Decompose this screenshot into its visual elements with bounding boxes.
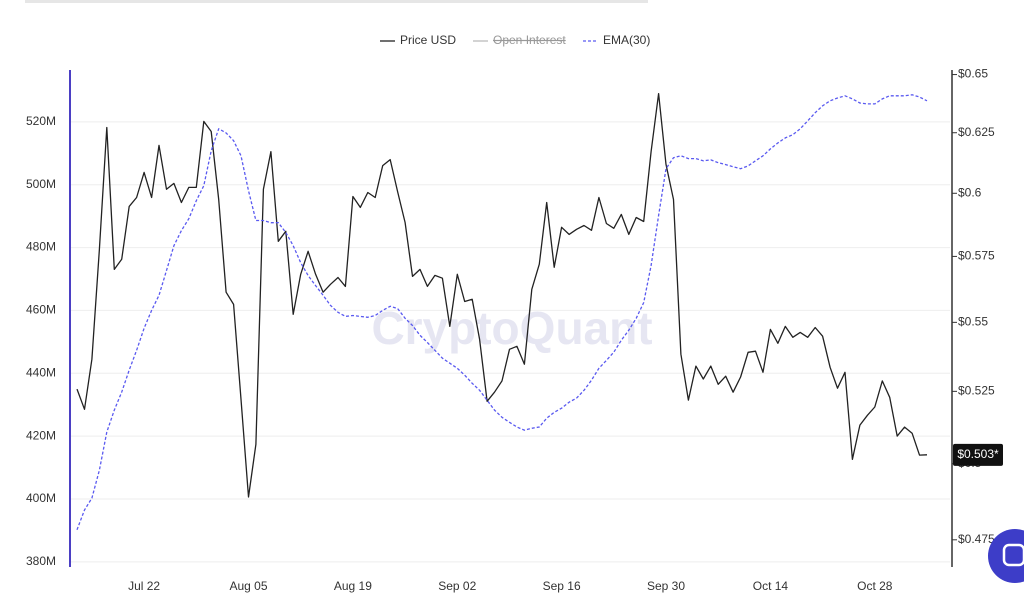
last-value-box (953, 443, 1003, 466)
y2-tick-label: $0.6 (958, 185, 982, 199)
y-tick-label: 480M (26, 240, 56, 254)
x-tick-label: Sep 02 (438, 579, 476, 593)
x-tick-label: Aug 19 (334, 579, 372, 593)
y-tick-label: 500M (26, 177, 56, 191)
y2-tick-label: $0.65 (958, 67, 988, 81)
x-tick-label: Sep 30 (647, 579, 685, 593)
legend-label[interactable]: Open Interest (493, 33, 566, 47)
series-line (76, 92, 928, 498)
x-tick-label: Aug 05 (229, 579, 267, 593)
y-tick-label: 520M (26, 114, 56, 128)
chat-icon (1002, 543, 1024, 567)
chat-button[interactable] (988, 529, 1024, 583)
y2-tick-label: $0.625 (958, 125, 995, 139)
series-line (76, 94, 928, 531)
y-tick-label: 460M (26, 303, 56, 317)
x-tick-label: Oct 14 (753, 579, 789, 593)
y-tick-label: 440M (26, 365, 56, 379)
y-tick-label: 380M (26, 554, 56, 568)
x-tick-label: Sep 16 (543, 579, 581, 593)
legend-label[interactable]: EMA(30) (603, 33, 650, 47)
y2-tick-label: $0.55 (958, 315, 988, 329)
y2-tick-label: $0.575 (958, 249, 995, 263)
x-tick-label: Oct 28 (857, 579, 893, 593)
y2-tick-label: $0.475 (958, 532, 995, 546)
last-value-label: $0.503* (957, 447, 999, 461)
y-tick-label: 400M (26, 491, 56, 505)
x-tick-label: Jul 22 (128, 579, 160, 593)
y2-tick-label: $0.525 (958, 384, 995, 398)
y-tick-label: 420M (26, 428, 56, 442)
card-edge (25, 0, 648, 3)
legend-label[interactable]: Price USD (400, 33, 456, 47)
